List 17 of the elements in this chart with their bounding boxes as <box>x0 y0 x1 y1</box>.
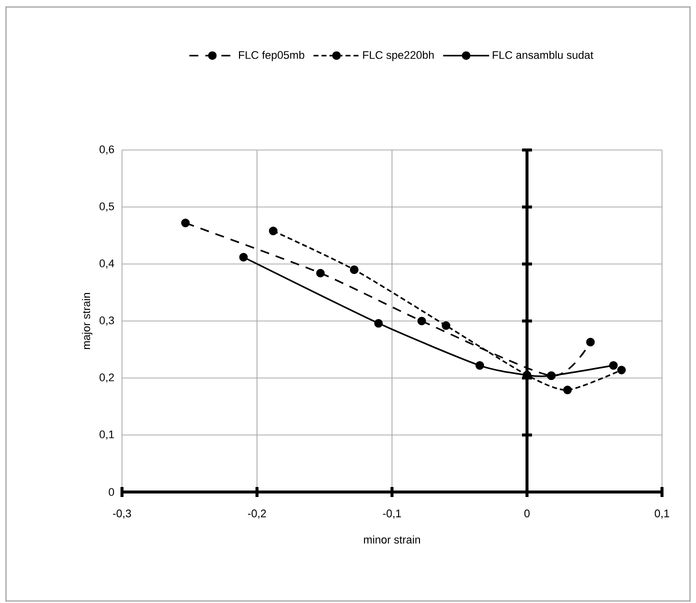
y-tick-label: 0 <box>108 488 114 496</box>
y-tick-label: 0,1 <box>100 430 114 440</box>
y-tick-label: 0,2 <box>100 373 114 383</box>
x-tick-label: 0 <box>524 510 530 518</box>
x-axis-title: minor strain <box>364 535 420 544</box>
y-tick-label: 0,6 <box>100 145 114 155</box>
x-tick-label: 0,1 <box>654 510 670 519</box>
legend-label: FLC spe220bh <box>363 50 434 62</box>
x-tick-label: -0,3 <box>113 510 131 519</box>
legend-label: FLC fep05mb <box>239 50 304 62</box>
x-tick-label: -0,2 <box>248 510 266 519</box>
x-tick-label: -0,1 <box>383 510 401 519</box>
y-tick-label: 0,5 <box>100 202 114 212</box>
legend-label: FLC ansamblu sudat <box>492 50 594 59</box>
y-tick-label: 0,4 <box>100 259 114 269</box>
y-axis-title: major strain <box>82 293 92 349</box>
y-tick-label: 0,3 <box>100 316 114 326</box>
